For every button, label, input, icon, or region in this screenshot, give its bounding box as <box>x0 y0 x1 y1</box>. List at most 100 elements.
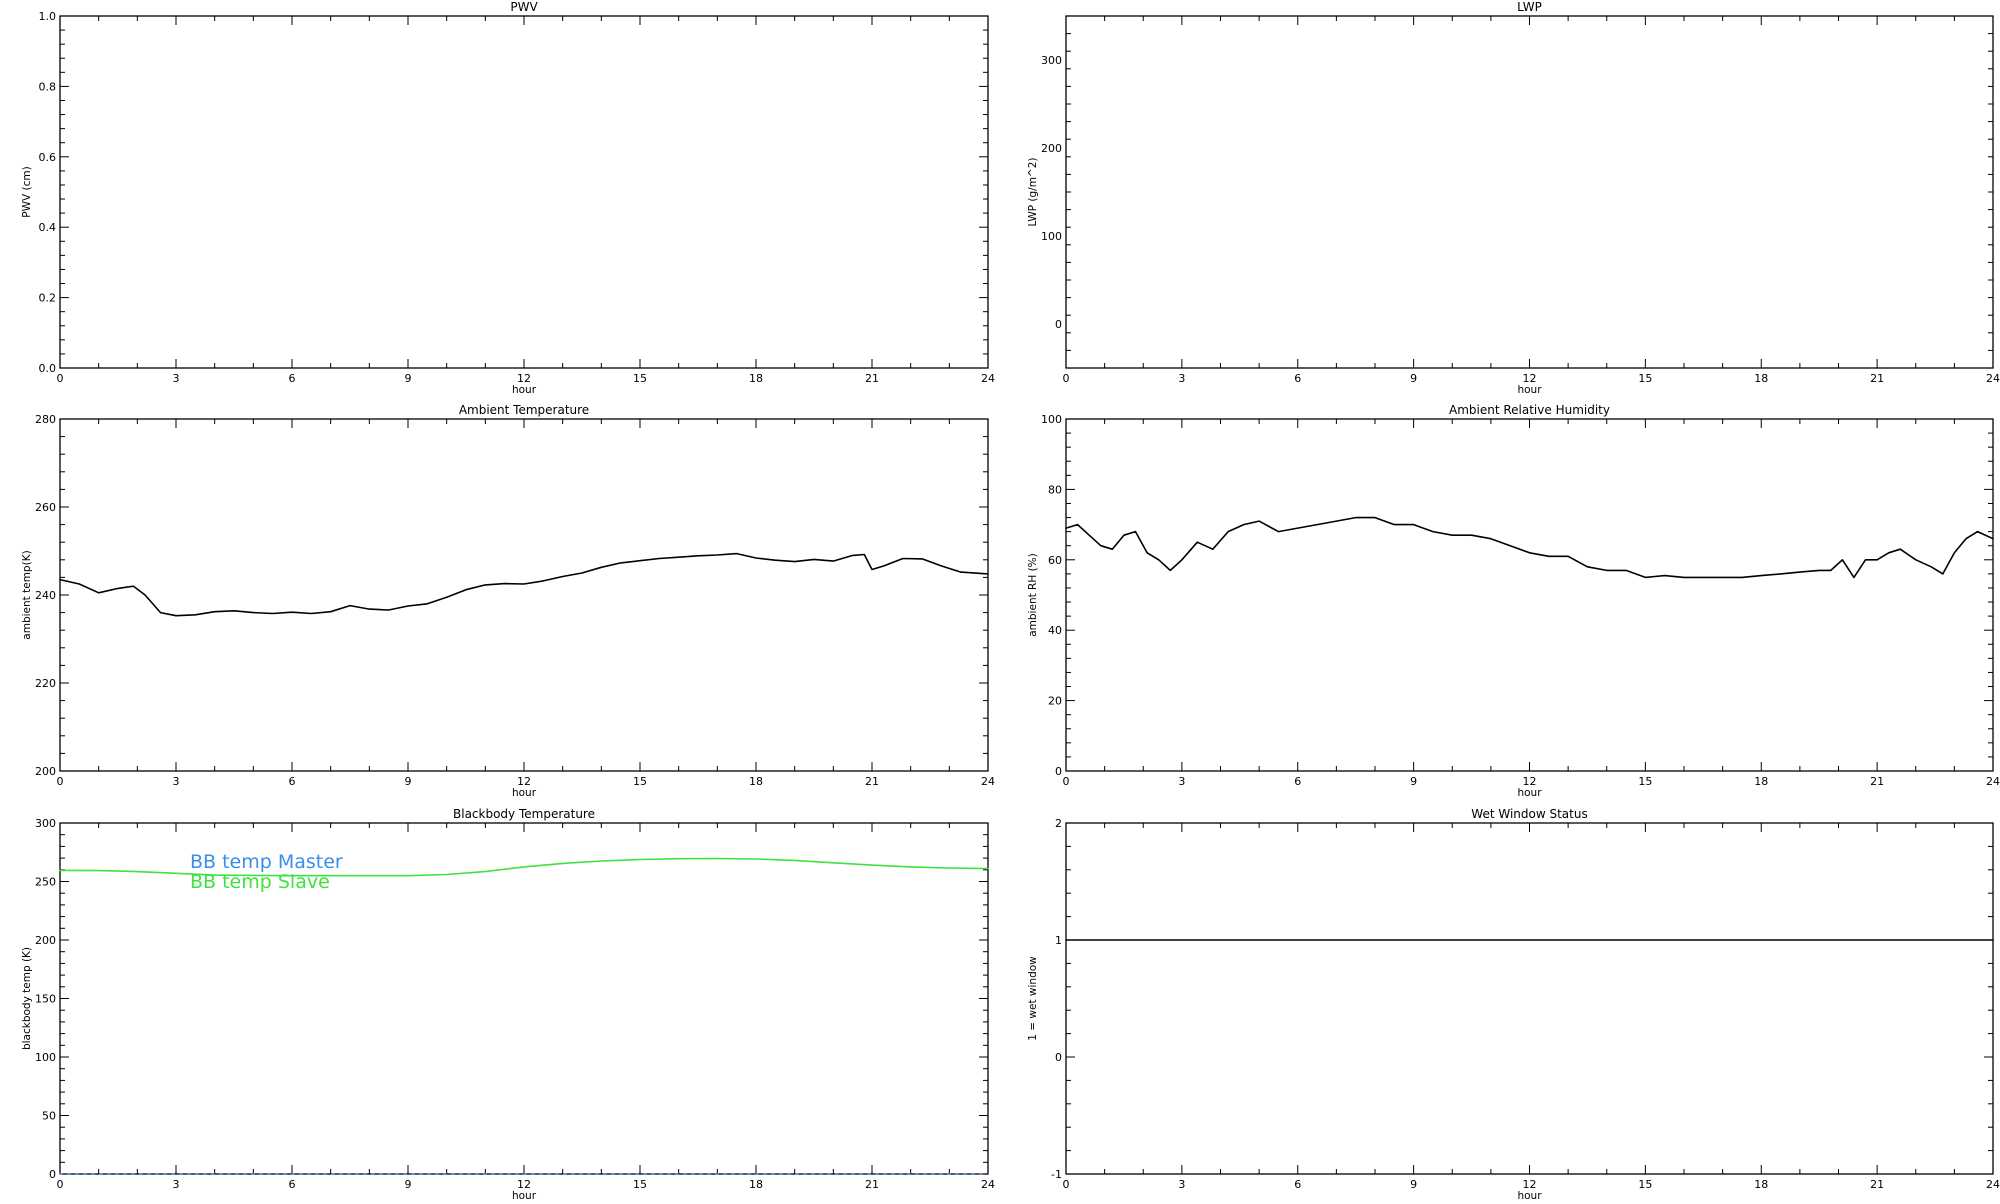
y-tick-label: 260 <box>35 501 56 514</box>
x-axis-label: hour <box>512 787 537 799</box>
x-tick-label: 9 <box>405 775 412 788</box>
x-tick-label: 18 <box>749 1178 763 1191</box>
y-tick-label: 0 <box>1055 318 1062 331</box>
x-tick-label: 0 <box>57 775 64 788</box>
x-tick-label: 12 <box>1523 1178 1537 1191</box>
x-tick-label: 15 <box>1638 1178 1652 1191</box>
x-tick-label: 15 <box>633 372 647 385</box>
x-tick-label: 21 <box>865 372 879 385</box>
y-tick-label: -1 <box>1051 1168 1062 1181</box>
x-tick-label: 6 <box>289 775 296 788</box>
x-tick-label: 0 <box>1063 775 1070 788</box>
series-line <box>1065 516 1994 579</box>
chart-title: Ambient Relative Humidity <box>1449 403 1610 417</box>
x-tick-label: 6 <box>1294 372 1301 385</box>
x-tick-label: 6 <box>1294 775 1301 788</box>
x-tick-label: 3 <box>1178 1178 1185 1191</box>
y-tick-label: 100 <box>1041 230 1062 243</box>
y-tick-label: 50 <box>42 1110 56 1123</box>
x-tick-label: 18 <box>749 775 763 788</box>
plot-frame <box>1065 822 1994 1175</box>
chart-title: LWP <box>1517 0 1542 14</box>
legend-entry: BB temp Slave <box>190 871 330 893</box>
y-tick-label: 0 <box>1055 1051 1062 1064</box>
x-axis-label: hour <box>1517 1190 1542 1200</box>
x-tick-label: 24 <box>1986 775 2000 788</box>
x-tick-label: 18 <box>1754 775 1768 788</box>
plot-frame <box>1065 418 1994 772</box>
y-tick-label: 100 <box>1041 413 1062 426</box>
series-line <box>59 552 989 617</box>
x-tick-label: 3 <box>173 1178 180 1191</box>
x-tick-label: 0 <box>1063 372 1070 385</box>
y-tick-label: 300 <box>35 817 56 830</box>
x-tick-label: 15 <box>1638 775 1652 788</box>
x-tick-label: 24 <box>1986 1178 2000 1191</box>
x-tick-label: 24 <box>981 1178 995 1191</box>
chart-title: Wet Window Status <box>1471 807 1587 821</box>
x-tick-label: 12 <box>1523 775 1537 788</box>
x-tick-label: 9 <box>1410 1178 1417 1191</box>
x-tick-label: 15 <box>1638 372 1652 385</box>
y-tick-label: 2 <box>1055 817 1062 830</box>
x-tick-label: 9 <box>405 372 412 385</box>
x-tick-label: 18 <box>1754 1178 1768 1191</box>
x-tick-label: 3 <box>173 775 180 788</box>
x-tick-label: 24 <box>981 372 995 385</box>
y-tick-label: 1.0 <box>39 10 57 23</box>
chart-panel-4: Ambient Relative Humidity 0 3 6 9 12 15 18 21 24 h… <box>1027 403 2000 799</box>
chart-title: Blackbody Temperature <box>453 807 595 821</box>
x-tick-label: 0 <box>57 1178 64 1191</box>
y-axis-label: 1 = wet window <box>1027 956 1039 1041</box>
chart-title: Ambient Temperature <box>459 403 589 417</box>
x-tick-label: 15 <box>633 1178 647 1191</box>
x-tick-label: 12 <box>1523 372 1537 385</box>
y-axis-label: ambient RH (%) <box>1027 553 1039 637</box>
x-axis-label: hour <box>512 384 537 396</box>
y-axis-label: PWV (cm) <box>21 166 33 217</box>
x-tick-label: 15 <box>633 775 647 788</box>
y-tick-label: 200 <box>35 934 56 947</box>
y-tick-label: 60 <box>1048 554 1062 567</box>
x-tick-label: 3 <box>1178 372 1185 385</box>
y-tick-label: 0 <box>1055 765 1062 778</box>
legend-entry: BB temp Master <box>190 851 343 873</box>
x-tick-label: 21 <box>865 775 879 788</box>
y-tick-label: 40 <box>1048 624 1062 637</box>
x-tick-label: 9 <box>1410 775 1417 788</box>
x-tick-label: 0 <box>1063 1178 1070 1191</box>
x-tick-label: 6 <box>289 1178 296 1191</box>
y-tick-label: 280 <box>35 413 56 426</box>
y-tick-label: 240 <box>35 589 56 602</box>
chart-panel-3: Ambient Temperature 0 3 6 9 12 15 18 21 24 hour 200… <box>21 403 995 799</box>
y-tick-label: 200 <box>1041 142 1062 155</box>
x-tick-label: 21 <box>1870 775 1884 788</box>
x-axis-label: hour <box>1517 384 1542 396</box>
plot-frame <box>1065 15 1994 369</box>
y-tick-label: 0.2 <box>39 292 57 305</box>
y-tick-label: 1 <box>1055 934 1062 947</box>
chart-panel-5: Blackbody Temperature 0 3 6 9 12 15 18 21 24 hour 0… <box>21 807 995 1202</box>
x-tick-label: 18 <box>1754 372 1768 385</box>
y-tick-label: 250 <box>35 876 56 889</box>
y-tick-label: 0.0 <box>39 362 57 375</box>
plot-frame <box>59 418 989 772</box>
y-tick-label: 0 <box>49 1168 56 1181</box>
chart-panel-2: LWP 0 3 6 9 12 15 18 21 24 hour 0 100 200 300 LWP (g/m^… <box>1027 0 2000 396</box>
y-tick-label: 20 <box>1048 695 1062 708</box>
x-tick-label: 9 <box>1410 372 1417 385</box>
y-tick-label: 200 <box>35 765 56 778</box>
y-tick-label: 300 <box>1041 54 1062 67</box>
y-tick-label: 80 <box>1048 483 1062 496</box>
chart-panel-1: PWV 0 3 6 9 12 15 18 21 24 hour 0.0 0.2 0.4 0.6 0.8 1.0 P… <box>21 0 995 396</box>
x-tick-label: 12 <box>517 1178 531 1191</box>
x-axis-label: hour <box>1517 787 1542 799</box>
y-tick-label: 0.8 <box>39 80 57 93</box>
y-tick-label: 220 <box>35 677 56 690</box>
y-tick-label: 0.6 <box>39 151 57 164</box>
x-tick-label: 21 <box>865 1178 879 1191</box>
y-axis-label: ambient temp(K) <box>21 550 33 639</box>
x-tick-label: 21 <box>1870 372 1884 385</box>
